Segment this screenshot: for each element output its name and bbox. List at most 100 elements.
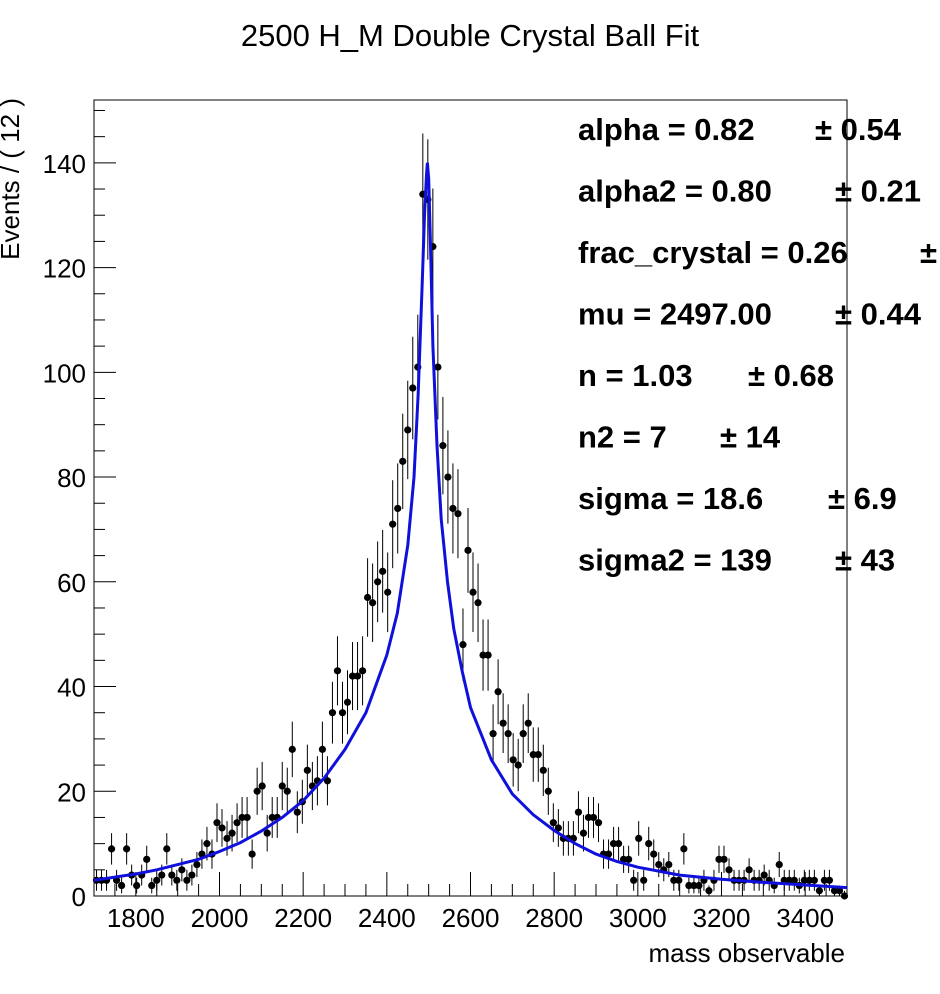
data-marker [238, 813, 246, 822]
data-point [188, 864, 196, 886]
data-point [183, 869, 191, 891]
data-marker [243, 813, 251, 822]
data-marker [409, 384, 417, 392]
data-point [328, 681, 337, 744]
data-marker [333, 667, 342, 675]
data-marker [655, 860, 663, 869]
data-point [685, 877, 693, 894]
data-point [574, 791, 583, 834]
data-marker [720, 855, 728, 863]
data-marker [464, 546, 472, 554]
data-marker [444, 473, 452, 481]
data-point [840, 890, 849, 900]
data-marker [318, 745, 327, 753]
data-marker [695, 881, 703, 890]
data-point [213, 803, 221, 843]
data-marker [584, 813, 593, 822]
data-marker [594, 819, 603, 827]
data-point [148, 877, 156, 894]
data-point [102, 869, 111, 891]
data-point [348, 642, 357, 711]
data-point [153, 869, 161, 891]
data-marker [620, 855, 628, 863]
data-point [604, 839, 613, 869]
data-point [258, 761, 266, 811]
data-point [790, 869, 798, 891]
data-marker [579, 829, 588, 837]
data-marker [248, 850, 256, 858]
x-tick-label: 3400 [776, 903, 834, 933]
data-marker [133, 881, 141, 890]
data-marker [670, 876, 678, 884]
data-marker [228, 829, 236, 837]
data-marker [725, 866, 733, 874]
data-marker [630, 876, 638, 884]
data-point [343, 670, 352, 735]
data-marker [163, 845, 171, 853]
data-marker [258, 782, 266, 790]
data-point [710, 869, 718, 891]
chart-title: 2500 H_M Double Crystal Ball Fit [241, 18, 700, 53]
data-marker [183, 876, 191, 884]
data-point [514, 738, 522, 792]
data-marker [439, 442, 447, 450]
data-point [544, 767, 552, 815]
data-marker [650, 850, 658, 858]
data-marker [509, 756, 517, 764]
data-point [253, 767, 261, 815]
fit-param-value: alpha = 0.82 [578, 112, 755, 147]
data-marker [790, 876, 798, 884]
data-marker [278, 782, 286, 790]
data-point [303, 744, 311, 796]
fit-param-error: ± 6.9 [828, 481, 897, 516]
data-point [464, 507, 472, 593]
x-tick-label: 2200 [274, 903, 332, 933]
fit-param-value: n = 1.03 [578, 358, 693, 393]
data-marker [830, 887, 839, 895]
data-marker [524, 719, 532, 727]
data-point [529, 727, 537, 782]
data-marker [338, 709, 347, 717]
data-point [690, 877, 698, 894]
data-point [675, 869, 683, 891]
data-point [554, 809, 562, 847]
fit-param-value: alpha2 = 0.80 [578, 174, 772, 209]
fit-param-error: ± 0.44 [835, 297, 922, 332]
data-marker [539, 766, 547, 774]
data-marker [625, 855, 633, 863]
data-point [283, 767, 291, 815]
data-point [369, 563, 377, 643]
data-point [579, 814, 588, 852]
data-point [504, 704, 512, 763]
data-marker [554, 824, 562, 832]
data-point [379, 529, 387, 613]
data-marker [840, 892, 849, 900]
data-point [660, 858, 668, 882]
data-marker [494, 688, 502, 696]
data-point [173, 869, 181, 891]
data-marker [303, 766, 311, 774]
data-point [218, 809, 226, 847]
data-marker [268, 813, 276, 822]
data-point [454, 469, 462, 559]
data-marker [685, 881, 693, 890]
data-point [404, 380, 412, 480]
data-marker [404, 426, 412, 434]
data-marker [293, 808, 301, 816]
x-tick-label: 2600 [442, 903, 500, 933]
x-tick-label: 2800 [525, 903, 583, 933]
data-point [394, 463, 402, 554]
y-tick-label: 40 [57, 673, 86, 703]
data-point [318, 721, 327, 778]
data-marker [168, 871, 176, 879]
data-point [695, 877, 703, 894]
data-marker [690, 881, 698, 890]
data-marker [519, 730, 527, 738]
data-marker [835, 887, 844, 895]
data-point [333, 636, 342, 706]
data-marker [178, 866, 186, 874]
data-marker [328, 709, 337, 717]
data-marker [745, 866, 753, 874]
data-marker [253, 787, 261, 795]
data-marker [379, 567, 387, 575]
